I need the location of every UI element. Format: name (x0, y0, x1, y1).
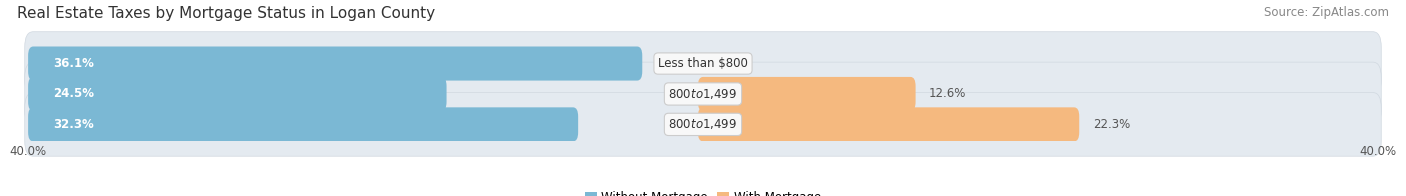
FancyBboxPatch shape (25, 93, 1381, 156)
Text: 36.1%: 36.1% (53, 57, 94, 70)
Text: 24.5%: 24.5% (53, 87, 94, 101)
FancyBboxPatch shape (25, 32, 1381, 95)
Legend: Without Mortgage, With Mortgage: Without Mortgage, With Mortgage (581, 186, 825, 196)
FancyBboxPatch shape (25, 62, 1381, 126)
Text: 12.6%: 12.6% (929, 87, 966, 101)
Text: $800 to $1,499: $800 to $1,499 (668, 87, 738, 101)
FancyBboxPatch shape (697, 107, 1080, 142)
Text: Real Estate Taxes by Mortgage Status in Logan County: Real Estate Taxes by Mortgage Status in … (17, 6, 434, 21)
Text: Less than $800: Less than $800 (658, 57, 748, 70)
FancyBboxPatch shape (28, 46, 643, 81)
FancyBboxPatch shape (28, 77, 447, 111)
Text: $800 to $1,499: $800 to $1,499 (668, 117, 738, 131)
FancyBboxPatch shape (28, 107, 578, 142)
Text: Source: ZipAtlas.com: Source: ZipAtlas.com (1264, 6, 1389, 19)
Text: 32.3%: 32.3% (53, 118, 94, 131)
FancyBboxPatch shape (697, 77, 915, 111)
Text: 0.0%: 0.0% (717, 57, 747, 70)
Text: 22.3%: 22.3% (1092, 118, 1130, 131)
